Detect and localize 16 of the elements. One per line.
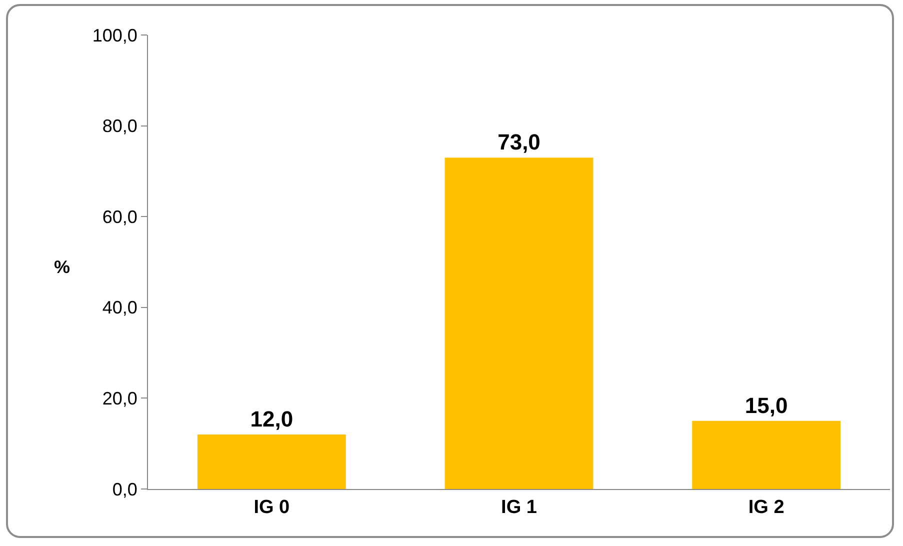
bar [197,434,346,489]
data-label: 73,0 [498,130,540,155]
bar [692,420,841,489]
y-tick-label: 0,0 [112,479,138,500]
data-label: 15,0 [744,392,788,418]
y-tick-label: 20,0 [102,388,138,408]
x-tick-label: IG 2 [748,496,784,518]
y-tick-label: 40,0 [102,298,138,318]
x-tick-label: IG 0 [254,496,290,518]
data-label: 12,0 [250,406,294,432]
y-axis-title: % [54,257,70,277]
bar [444,158,594,489]
y-tick-label: 80,0 [102,116,138,136]
x-tick-label: IG 1 [501,496,538,518]
y-tick-label: 60,0 [102,206,138,227]
y-tick-label: 100,0 [92,25,138,46]
